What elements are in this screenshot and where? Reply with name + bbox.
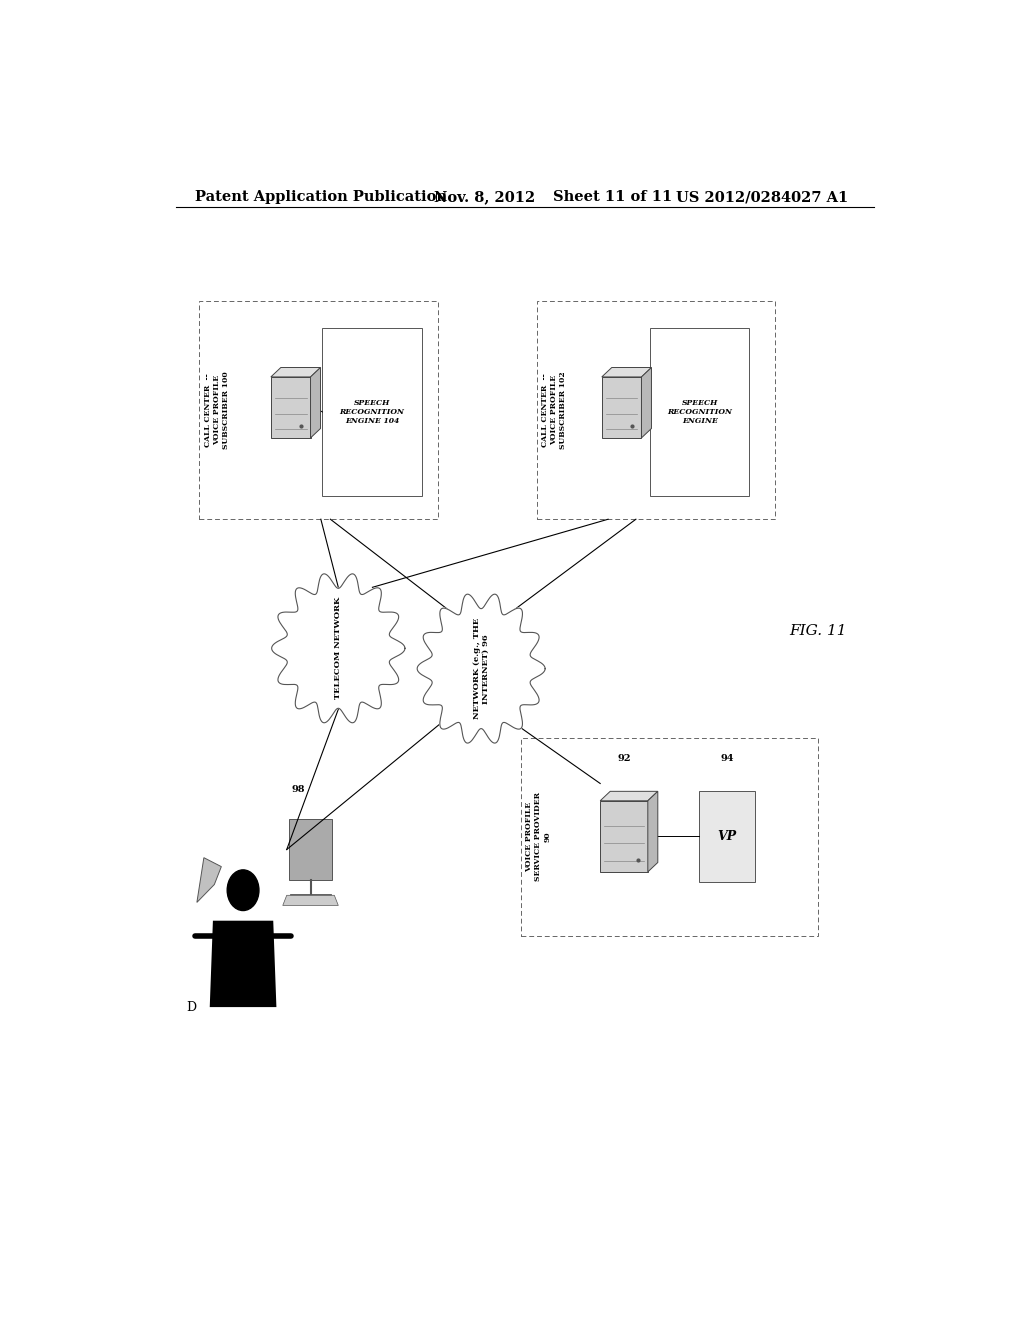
Polygon shape (641, 367, 651, 438)
Text: CALL CENTER  --
VOICE PROFILE
SUBSCRIBER 100: CALL CENTER -- VOICE PROFILE SUBSCRIBER … (204, 371, 230, 449)
Polygon shape (648, 791, 657, 873)
Polygon shape (600, 801, 648, 873)
Text: 98: 98 (292, 784, 305, 793)
Text: Patent Application Publication: Patent Application Publication (196, 190, 447, 205)
Polygon shape (270, 378, 310, 438)
Text: Sheet 11 of 11: Sheet 11 of 11 (553, 190, 672, 205)
Polygon shape (417, 594, 545, 743)
Polygon shape (197, 858, 221, 903)
Text: NETWORK (e.g., THE
INTERNET) 96: NETWORK (e.g., THE INTERNET) 96 (472, 618, 489, 719)
Text: US 2012/0284027 A1: US 2012/0284027 A1 (676, 190, 848, 205)
Polygon shape (270, 367, 321, 378)
Text: SPEECH
RECOGNITION
ENGINE: SPEECH RECOGNITION ENGINE (668, 399, 732, 425)
Polygon shape (310, 367, 321, 438)
Text: TELECOM NETWORK: TELECOM NETWORK (334, 597, 342, 700)
Polygon shape (283, 895, 338, 906)
Text: SPEECH
RECOGNITION
ENGINE 104: SPEECH RECOGNITION ENGINE 104 (340, 399, 404, 425)
Circle shape (227, 870, 259, 911)
Polygon shape (210, 921, 276, 1007)
Polygon shape (600, 791, 657, 801)
Text: CALL CENTER  --
VOICE PROFILE
SUBSCRIBER 102: CALL CENTER -- VOICE PROFILE SUBSCRIBER … (541, 371, 567, 449)
Text: FIG. 11: FIG. 11 (790, 624, 847, 638)
Text: 92: 92 (617, 754, 631, 763)
FancyBboxPatch shape (699, 791, 755, 882)
Text: D: D (186, 1001, 197, 1014)
Polygon shape (602, 378, 641, 438)
Polygon shape (271, 574, 404, 723)
Text: Nov. 8, 2012: Nov. 8, 2012 (433, 190, 535, 205)
FancyBboxPatch shape (289, 818, 333, 880)
FancyBboxPatch shape (650, 329, 750, 496)
FancyBboxPatch shape (323, 329, 422, 496)
Polygon shape (602, 367, 651, 378)
Text: VP: VP (718, 830, 736, 843)
Text: VOICE PROFILE
SERVICE PROVIDER
90: VOICE PROFILE SERVICE PROVIDER 90 (525, 792, 552, 882)
Text: 94: 94 (721, 754, 734, 763)
